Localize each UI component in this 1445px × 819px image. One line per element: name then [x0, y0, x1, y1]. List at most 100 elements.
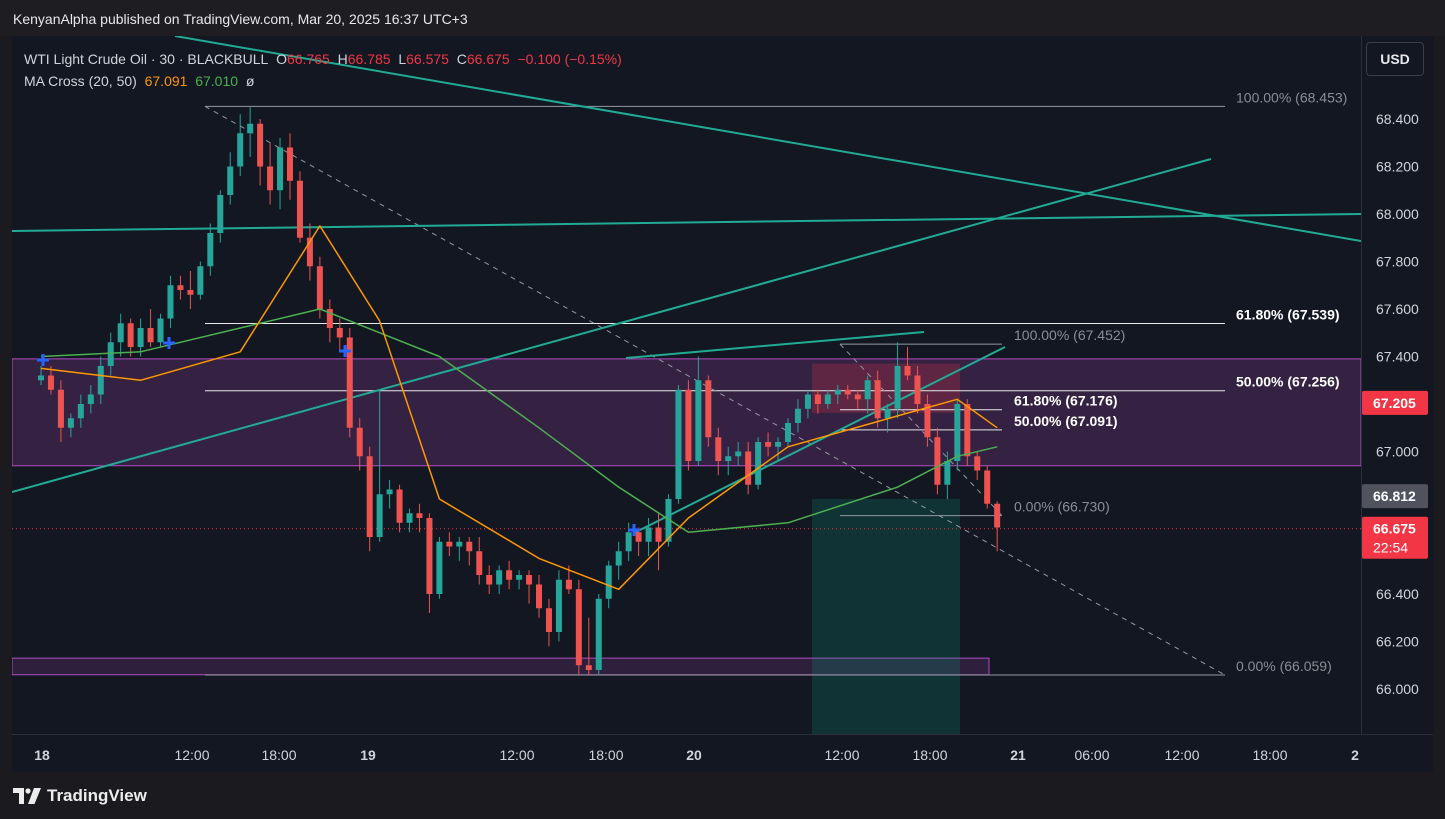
candle-body [316, 266, 323, 309]
candle-body [306, 237, 313, 267]
candle-body [874, 380, 881, 419]
time-axis[interactable]: 18 12:00 18:00 19 12:00 18:00 20 12:00 18:00 21 06… [12, 734, 1433, 773]
candle-body [38, 375, 44, 381]
price-axis-svg: 68.400 68.200 68.000 67.800 67.600 67.400 67.2… [1362, 111, 1428, 697]
candle-body [277, 147, 284, 191]
time-tick-label: 12:00 [1164, 747, 1199, 763]
candle-body [187, 290, 194, 295]
candle-body [655, 527, 662, 542]
candle-body [177, 285, 184, 290]
price-tick-label: 67.000 [1376, 444, 1419, 460]
current-price-label: 67.205 [1373, 395, 1416, 411]
candle-body [645, 527, 652, 542]
candle-body [555, 579, 562, 632]
candle-body [117, 323, 124, 343]
candle-body [994, 503, 1001, 528]
candle-body [844, 389, 851, 395]
published-info: KenyanAlpha published on TradingView.com… [13, 11, 468, 27]
candle-body [705, 380, 712, 438]
time-tick-label: 12:00 [824, 747, 859, 763]
candle-body [625, 532, 632, 552]
candle-body [854, 394, 861, 400]
candle-body [217, 195, 224, 233]
take-profit-zone [812, 499, 960, 734]
candle-body [804, 394, 811, 409]
candle-body [167, 285, 174, 319]
current-price-label-bg [1362, 390, 1428, 415]
tradingview-logo-icon [13, 788, 41, 804]
price-tick-label: 68.400 [1376, 111, 1419, 127]
publish-header: KenyanAlpha published on TradingView.com… [0, 0, 1445, 36]
ma-fast-line [40, 225, 998, 591]
currency-button[interactable]: USD [1366, 42, 1424, 76]
price-axis[interactable]: 68.400 68.200 68.000 67.800 67.600 67.400 67.2… [1361, 36, 1434, 734]
candle-body [336, 328, 343, 338]
candle-body [396, 489, 403, 523]
trendline [174, 36, 1361, 242]
open-label: O [276, 51, 287, 67]
candle-body [715, 437, 722, 461]
candle-body [496, 570, 503, 585]
candle-body [605, 565, 612, 599]
ma-fast-value: 67.091 [144, 73, 188, 89]
candle-body [446, 541, 453, 547]
symbol-label[interactable]: WTI Light Crude Oil · 30 · BLACKBULL [24, 51, 269, 67]
candle-body [476, 551, 483, 575]
candle-body [814, 394, 821, 404]
trendline [633, 346, 1006, 534]
candle-body [615, 551, 622, 566]
candle-body [406, 513, 413, 523]
time-tick-label: 12:00 [174, 747, 209, 763]
fib-level-label: 50.00% (67.256) [1236, 374, 1340, 390]
candle-body [257, 123, 264, 167]
candle-body [87, 394, 94, 404]
ma-cross-marker [37, 354, 49, 366]
candle-body [227, 166, 234, 195]
ma-cross-marker [163, 337, 175, 349]
candle-body [695, 380, 702, 461]
last-price-label-bg [1362, 516, 1428, 559]
time-tick-label: 19 [360, 747, 376, 763]
chart-pane[interactable]: 100.00% (68.453) 61.80% (67.539) 50.00% (6… [12, 36, 1361, 734]
candle-body [635, 532, 642, 542]
candle-body [785, 423, 791, 442]
candle-body [924, 404, 931, 438]
candle-body [77, 404, 84, 419]
candle-body [735, 451, 742, 457]
footer [0, 772, 1445, 819]
candle-body [914, 375, 921, 404]
countdown-label: 22:54 [1373, 540, 1408, 556]
prev-close-label: 66.812 [1373, 488, 1416, 504]
candle-body [585, 665, 592, 670]
ma-slow-line [40, 308, 998, 534]
fib-level-label: 100.00% (68.453) [1236, 89, 1347, 105]
ma-row: MA Cross (20, 50) 67.091 67.010 ø [24, 70, 622, 92]
price-chart[interactable]: 100.00% (68.453) 61.80% (67.539) 50.00% (6… [12, 36, 1361, 734]
fib-diagonal [204, 105, 1226, 676]
candle-body [356, 427, 363, 457]
high-label: H [337, 51, 348, 67]
trendline [12, 158, 1212, 493]
candle-body [824, 394, 831, 404]
candle-body [57, 389, 64, 428]
candle-body [545, 608, 552, 632]
candle-body [984, 470, 991, 504]
trendline [625, 331, 925, 359]
stop-loss-zone [812, 363, 960, 413]
candle-body [137, 328, 144, 347]
candle-body [466, 541, 473, 552]
candle-body [287, 147, 293, 181]
price-tick-label: 66.000 [1376, 681, 1419, 697]
candle-body [904, 366, 911, 376]
candle-body [894, 366, 901, 409]
candle-body [834, 389, 841, 395]
ma-indicator-name[interactable]: MA Cross (20, 50) [24, 73, 137, 89]
ma-symbol: ø [245, 73, 255, 89]
time-tick-label: 18:00 [588, 747, 623, 763]
time-tick-label: 18:00 [261, 747, 296, 763]
tradingview-logo[interactable]: TradingView [13, 786, 147, 806]
candle-body [97, 366, 104, 395]
low-value: 66.575 [406, 51, 449, 67]
high-value: 66.785 [347, 51, 391, 67]
candle-body [426, 518, 433, 594]
